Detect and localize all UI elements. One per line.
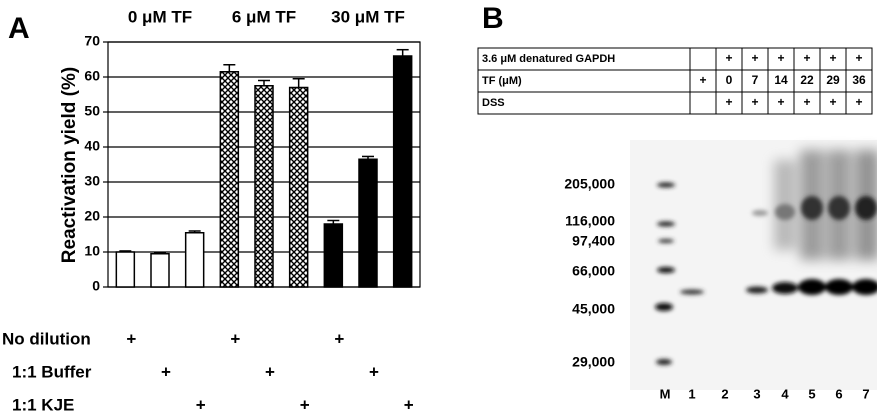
bar [255,86,273,287]
lane-label: 1 [688,386,695,401]
lane-label: M [660,386,671,401]
table-cell [690,92,716,114]
group-label: 0 μM TF [128,7,192,26]
condition-mark: + [265,362,275,381]
y-tick-label: 40 [84,138,100,154]
group-label: 30 μM TF [331,7,405,26]
condition-label: 1:1 Buffer [12,362,92,381]
group-label: 6 μM TF [232,7,296,26]
bar [290,88,308,288]
page: A Reactivation yield (%) B [0,0,877,414]
bar [220,72,238,287]
lane-label: 4 [781,386,789,401]
table-cell-text: + [777,95,784,109]
table-row-label: TF (μM) [482,75,522,87]
table-cell-text: + [829,95,836,109]
table-cell-text: + [829,51,836,65]
bar [151,254,169,287]
table-cell-text: 7 [752,73,759,87]
y-tick-label: 70 [84,33,100,49]
table-cell-text: + [777,51,784,65]
condition-mark: + [126,329,136,348]
bar [394,56,412,287]
marker-label: 97,400 [572,233,615,249]
table-cell-text: + [725,95,732,109]
condition-mark: + [404,395,414,414]
table-cell-text: 14 [774,73,788,87]
table-cell-text: + [725,51,732,65]
condition-mark: + [161,362,171,381]
table-cell [690,48,716,70]
error-bar [293,79,305,88]
panel-label: B [482,2,504,35]
condition-mark: + [230,329,240,348]
y-tick-label: 10 [84,243,100,259]
table-cell-text: 22 [800,73,814,87]
panel-label: A [8,12,30,45]
lane-label: 7 [862,386,869,401]
table-cell-text: + [751,95,758,109]
y-tick-label: 0 [92,278,100,294]
condition-mark: + [369,362,379,381]
error-bar [258,81,270,86]
table-cell [478,92,690,114]
y-axis-label: Reactivation yield (%) [59,67,80,263]
y-tick-label: 30 [84,173,100,189]
table-cell-text: 36 [852,73,866,87]
y-tick-label: 50 [84,103,100,119]
table-cell-text: + [855,95,862,109]
lane-label: 2 [721,386,728,401]
marker-label: 45,000 [572,301,615,317]
marker-label: 116,000 [565,213,615,229]
condition-label: No dilution [2,329,91,348]
table-cell-text: 0 [726,73,733,87]
table-cell-text: + [751,51,758,65]
bar [324,224,342,287]
bar [116,252,134,287]
lane-label: 3 [753,386,760,401]
table-row-label: 3.6 μM denatured GAPDH [482,53,615,65]
y-tick-label: 60 [84,68,100,84]
table-cell-text: + [699,73,706,87]
condition-mark: + [334,329,344,348]
table-cell-text: + [803,95,810,109]
lane-label: 5 [808,386,815,401]
condition-mark: + [300,395,310,414]
error-bar [223,65,235,72]
gel-image [630,140,877,390]
condition-label: 1:1 KJE [12,395,74,414]
table-cell-text: + [803,51,810,65]
condition-mark: + [196,395,206,414]
marker-label: 29,000 [572,354,615,370]
bar [186,233,204,287]
error-bar [397,50,409,56]
lane-label: 6 [835,386,842,401]
bar [359,159,377,287]
figure: A Reactivation yield (%) B [0,0,877,414]
y-tick-label: 20 [84,208,100,224]
table-cell-text: 29 [826,73,840,87]
marker-label: 205,000 [564,176,615,192]
table-row-label: DSS [482,97,505,109]
marker-label: 66,000 [572,263,615,279]
table-cell-text: + [855,51,862,65]
